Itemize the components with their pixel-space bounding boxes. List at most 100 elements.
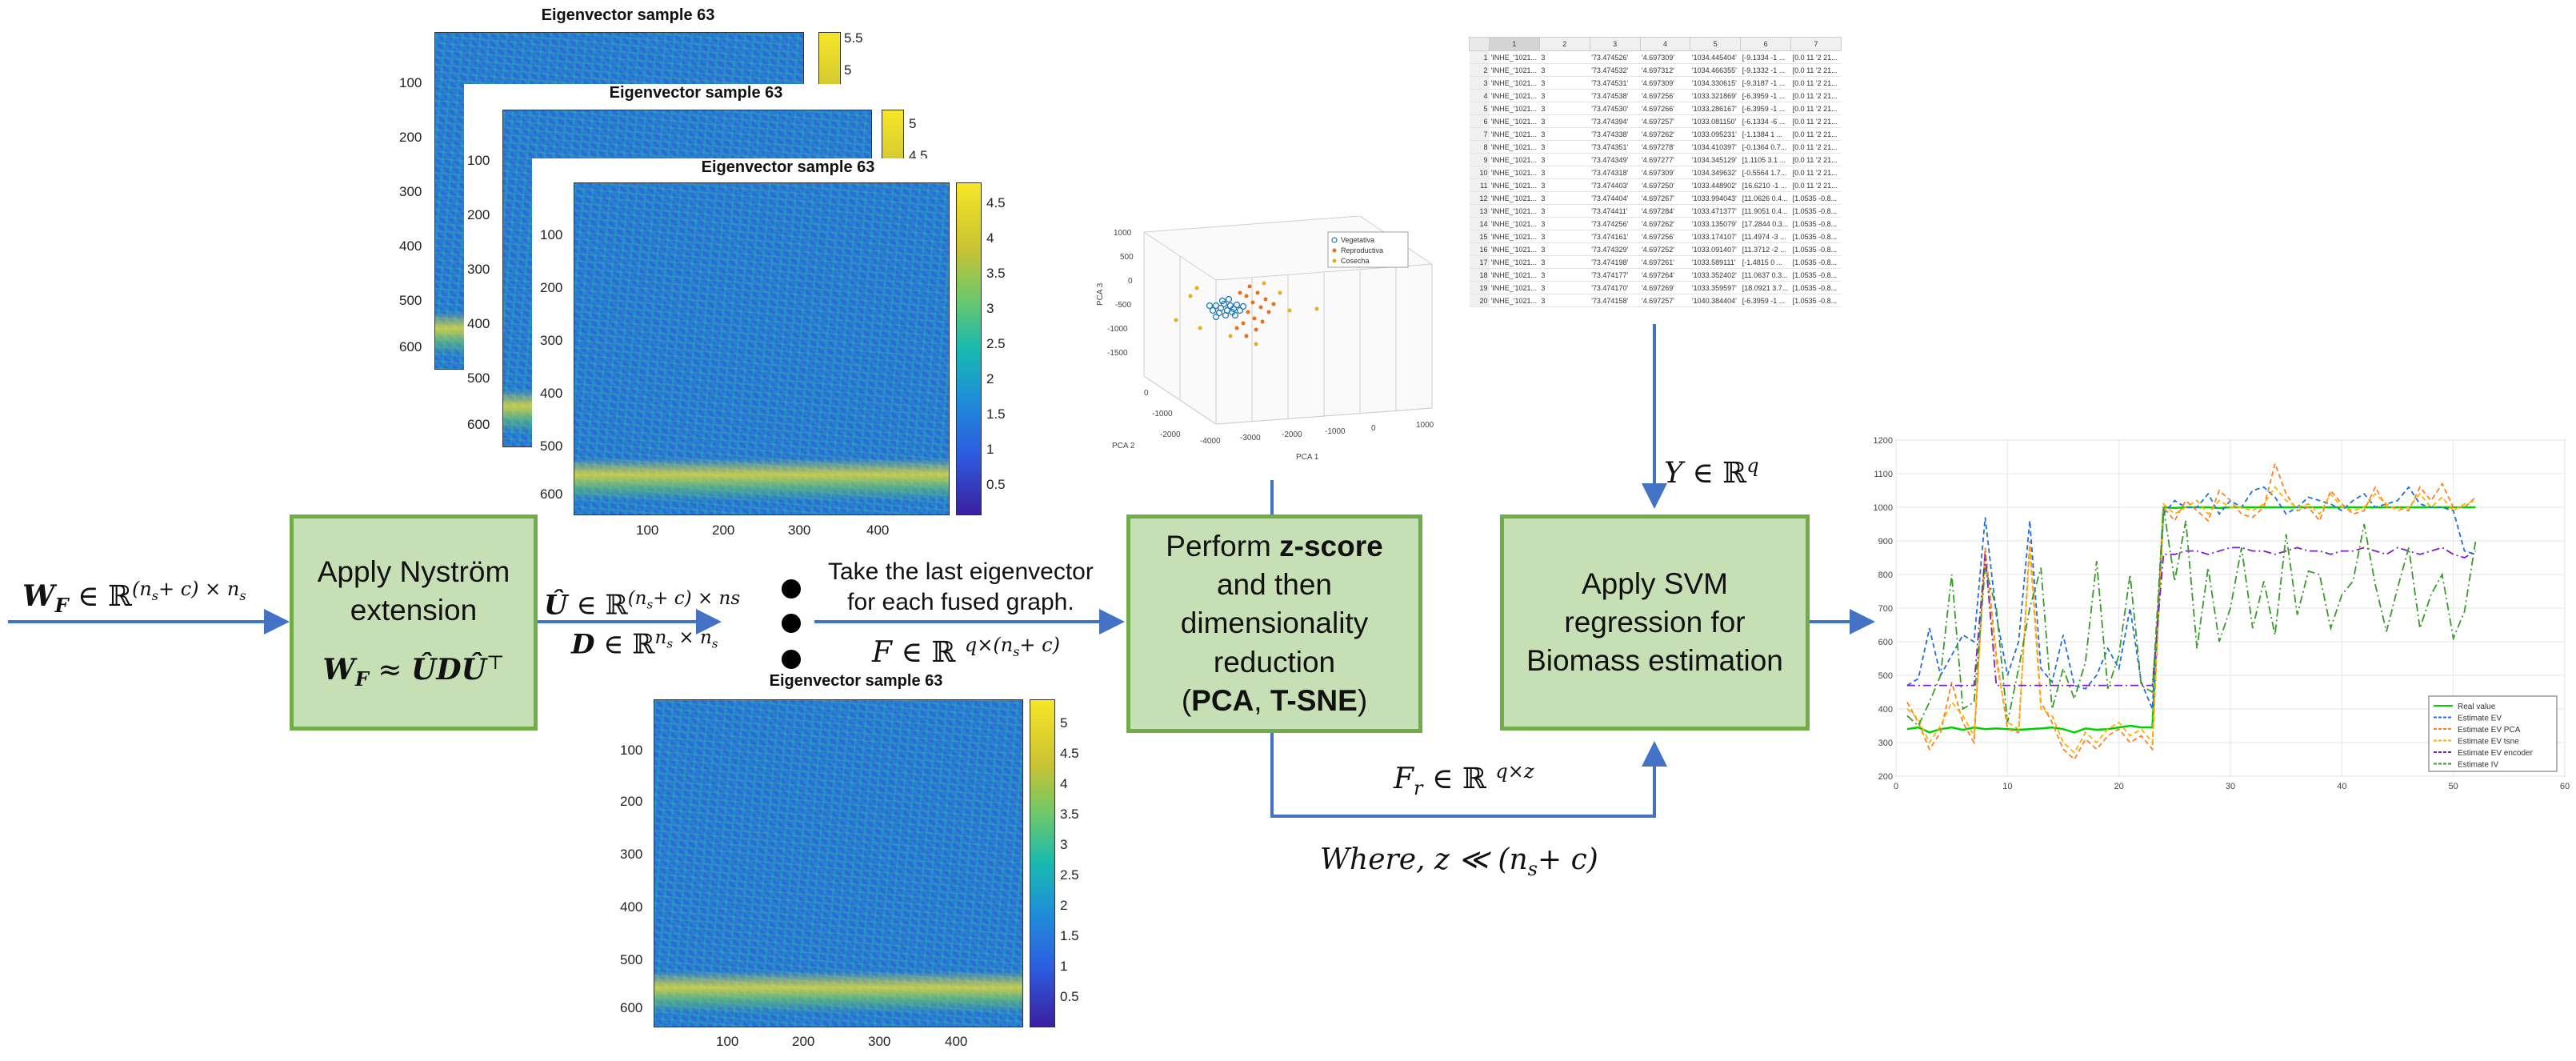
spreadsheet-cell[interactable]: [0.0 11 '2 21... xyxy=(1790,140,1842,154)
spreadsheet-cell[interactable]: 3 xyxy=(1539,166,1590,179)
spreadsheet-cell[interactable]: '1033.359597' xyxy=(1690,281,1741,294)
spreadsheet-cell[interactable]: [-9.1334 -1 ... xyxy=(1740,50,1791,64)
spreadsheet-row[interactable]: 17 'INHE_'1021... 3'73.474198' '4.697261' '1… xyxy=(1469,255,1842,269)
spreadsheet-cell[interactable]: [0.0 11 '2 21... xyxy=(1790,76,1842,90)
spreadsheet-cell[interactable]: '73.474158' xyxy=(1590,294,1641,307)
spreadsheet-row[interactable]: 9 'INHE_'1021... 3'73.474349' '4.697277' '10… xyxy=(1469,153,1842,166)
spreadsheet-cell[interactable]: 3 xyxy=(1539,230,1590,243)
spreadsheet-cell[interactable]: '1033.448902' xyxy=(1690,178,1741,192)
spreadsheet-cell[interactable]: 3 xyxy=(1539,127,1590,141)
spreadsheet-cell[interactable]: '4.697252' xyxy=(1640,242,1690,256)
spreadsheet-row-index[interactable]: 2 xyxy=(1469,63,1490,77)
spreadsheet-cell[interactable]: '1033.994043' xyxy=(1690,191,1741,205)
spreadsheet-cell[interactable]: [11.0626 0.4... xyxy=(1740,191,1791,205)
spreadsheet-cell[interactable]: '4.697257' xyxy=(1640,114,1690,128)
spreadsheet-cell[interactable]: '73.474538' xyxy=(1590,89,1641,102)
spreadsheet-cell[interactable]: '73.474177' xyxy=(1590,268,1641,282)
spreadsheet-cell[interactable]: 'INHE_'1021... xyxy=(1489,63,1540,77)
spreadsheet-cell[interactable]: '1040.384404' xyxy=(1690,294,1741,307)
spreadsheet-cell[interactable]: '1033.589111' xyxy=(1690,255,1741,269)
spreadsheet-cell[interactable]: [1.0535 -0.8... xyxy=(1790,294,1842,307)
spreadsheet-row[interactable]: 20 'INHE_'1021... 3'73.474158' '4.697257' '1… xyxy=(1469,294,1842,307)
spreadsheet-row[interactable]: 8 'INHE_'1021... 3'73.474351' '4.697278' '10… xyxy=(1469,140,1842,154)
spreadsheet-cell[interactable]: '73.474161' xyxy=(1590,230,1641,243)
spreadsheet-cell[interactable]: 'INHE_'1021... xyxy=(1489,294,1540,307)
spreadsheet-cell[interactable]: '1033.095231' xyxy=(1690,127,1741,141)
spreadsheet-column-header[interactable]: 7 xyxy=(1790,37,1842,51)
spreadsheet-cell[interactable]: '1033.135079' xyxy=(1690,217,1741,230)
spreadsheet-cell[interactable]: '4.697257' xyxy=(1640,294,1690,307)
spreadsheet-cell[interactable]: [0.0 11 '2 21... xyxy=(1790,153,1842,166)
spreadsheet-cell[interactable]: '73.474256' xyxy=(1590,217,1641,230)
spreadsheet-cell[interactable]: [-6.3959 -1 ... xyxy=(1740,102,1791,115)
spreadsheet-cell[interactable]: '73.474530' xyxy=(1590,102,1641,115)
spreadsheet-cell[interactable]: '1034.345129' xyxy=(1690,153,1741,166)
spreadsheet-cell[interactable]: '4.697309' xyxy=(1640,166,1690,179)
spreadsheet-cell[interactable]: '4.697250' xyxy=(1640,178,1690,192)
spreadsheet-cell[interactable]: [1.0535 -0.8... xyxy=(1790,204,1842,218)
spreadsheet-cell[interactable]: '1033.091407' xyxy=(1690,242,1741,256)
spreadsheet-cell[interactable]: [0.0 11 '2 21... xyxy=(1790,114,1842,128)
spreadsheet-cell[interactable]: [1.0535 -0.8... xyxy=(1790,255,1842,269)
spreadsheet-row[interactable]: 15 'INHE_'1021... 3'73.474161' '4.697256' '1… xyxy=(1469,230,1842,243)
spreadsheet-column-header[interactable]: 6 xyxy=(1740,37,1792,51)
spreadsheet-cell[interactable]: [0.0 11 '2 21... xyxy=(1790,63,1842,77)
spreadsheet-cell[interactable]: 'INHE_'1021... xyxy=(1489,127,1540,141)
spreadsheet-cell[interactable]: [-1.1384 1 ... xyxy=(1740,127,1791,141)
spreadsheet-cell[interactable]: 3 xyxy=(1539,76,1590,90)
spreadsheet-cell[interactable]: 3 xyxy=(1539,294,1590,307)
spreadsheet-cell[interactable]: 'INHE_'1021... xyxy=(1489,153,1540,166)
spreadsheet-row[interactable]: 14 'INHE_'1021... 3'73.474256' '4.697262' '1… xyxy=(1469,217,1842,230)
spreadsheet-column-header[interactable]: 4 xyxy=(1639,37,1691,51)
spreadsheet-column-header[interactable]: 1 xyxy=(1489,37,1540,51)
spreadsheet-cell[interactable]: '4.697264' xyxy=(1640,268,1690,282)
spreadsheet-cell[interactable]: '1033.321869' xyxy=(1690,89,1741,102)
spreadsheet-cell[interactable]: '73.474403' xyxy=(1590,178,1641,192)
spreadsheet-cell[interactable]: 'INHE_'1021... xyxy=(1489,217,1540,230)
spreadsheet-row[interactable]: 3 'INHE_'1021... 3'73.474531' '4.697309' '10… xyxy=(1469,76,1842,90)
spreadsheet-row[interactable]: 5 'INHE_'1021... 3'73.474530' '4.697266' '10… xyxy=(1469,102,1842,115)
spreadsheet-cell[interactable]: '73.474526' xyxy=(1590,50,1641,64)
spreadsheet-cell[interactable]: 3 xyxy=(1539,114,1590,128)
spreadsheet-cell[interactable]: [0.0 11 '2 21... xyxy=(1790,166,1842,179)
spreadsheet-row-index[interactable]: 19 xyxy=(1469,281,1490,294)
spreadsheet-cell[interactable]: 'INHE_'1021... xyxy=(1489,89,1540,102)
spreadsheet-cell[interactable]: '4.697262' xyxy=(1640,217,1690,230)
spreadsheet-row-index[interactable]: 16 xyxy=(1469,242,1490,256)
spreadsheet-cell[interactable]: [11.0637 0.3... xyxy=(1740,268,1791,282)
spreadsheet-cell[interactable]: '73.474318' xyxy=(1590,166,1641,179)
spreadsheet-row[interactable]: 16 'INHE_'1021... 3'73.474329' '4.697252' '1… xyxy=(1469,242,1842,256)
spreadsheet-cell[interactable]: 3 xyxy=(1539,50,1590,64)
spreadsheet-row-index[interactable]: 18 xyxy=(1469,268,1490,282)
spreadsheet-row-index[interactable]: 11 xyxy=(1469,178,1490,192)
spreadsheet-row-index[interactable]: 12 xyxy=(1469,191,1490,205)
spreadsheet-cell[interactable]: [1.0535 -0.8... xyxy=(1790,191,1842,205)
spreadsheet-cell[interactable]: 3 xyxy=(1539,268,1590,282)
spreadsheet-cell[interactable]: '1033.174107' xyxy=(1690,230,1741,243)
spreadsheet-cell[interactable]: 'INHE_'1021... xyxy=(1489,242,1540,256)
spreadsheet-cell[interactable]: [0.0 11 '2 21... xyxy=(1790,178,1842,192)
spreadsheet-cell[interactable]: [-1.4815 0 ... xyxy=(1740,255,1791,269)
spreadsheet-cell[interactable]: 3 xyxy=(1539,242,1590,256)
spreadsheet-cell[interactable]: '1034.349632' xyxy=(1690,166,1741,179)
spreadsheet-column-header[interactable]: 2 xyxy=(1538,37,1590,51)
spreadsheet-cell[interactable]: [0.0 11 '2 21... xyxy=(1790,50,1842,64)
spreadsheet-cell[interactable]: 'INHE_'1021... xyxy=(1489,178,1540,192)
spreadsheet-row-index[interactable]: 10 xyxy=(1469,166,1490,179)
spreadsheet-cell[interactable]: [11.3712 -2 ... xyxy=(1740,242,1791,256)
spreadsheet-cell[interactable]: '4.697269' xyxy=(1640,281,1690,294)
spreadsheet-cell[interactable]: 'INHE_'1021... xyxy=(1489,76,1540,90)
spreadsheet-cell[interactable]: [-0.1364 0.7... xyxy=(1740,140,1791,154)
spreadsheet-row-index[interactable]: 3 xyxy=(1469,76,1490,90)
spreadsheet-cell[interactable]: '1033.471377' xyxy=(1690,204,1741,218)
spreadsheet-row[interactable]: 4 'INHE_'1021... 3'73.474538' '4.697256' '10… xyxy=(1469,89,1842,102)
spreadsheet-cell[interactable]: [16.6210 -1 ... xyxy=(1740,178,1791,192)
spreadsheet-cell[interactable]: 3 xyxy=(1539,255,1590,269)
spreadsheet-column-header[interactable]: 3 xyxy=(1589,37,1641,51)
spreadsheet-row[interactable]: 13 'INHE_'1021... 3'73.474411' '4.697284' '1… xyxy=(1469,204,1842,218)
spreadsheet-cell[interactable]: '73.474338' xyxy=(1590,127,1641,141)
spreadsheet-cell[interactable]: '4.697256' xyxy=(1640,89,1690,102)
spreadsheet-row[interactable]: 1 'INHE_'1021... 3'73.474526' '4.697309' '10… xyxy=(1469,50,1842,64)
spreadsheet-row-index[interactable]: 7 xyxy=(1469,127,1490,141)
spreadsheet-row-index[interactable]: 14 xyxy=(1469,217,1490,230)
